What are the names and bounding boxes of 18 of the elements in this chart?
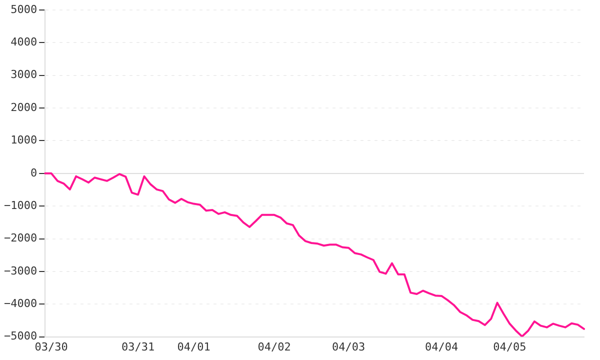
y-tick-label: −3000 (4, 264, 38, 278)
x-tick-label: 03/30 (34, 340, 68, 354)
y-tick-label: 2000 (10, 100, 38, 114)
y-tick-label: 0 (30, 166, 38, 180)
y-tick-label: 3000 (10, 68, 38, 82)
y-tick-label: −5000 (4, 330, 38, 343)
x-tick-label: 04/04 (424, 340, 458, 354)
y-tick-label: 5000 (10, 2, 38, 16)
x-tick-label: 03/31 (121, 340, 155, 354)
x-tick-label: 04/01 (177, 340, 210, 354)
y-tick-label: 4000 (10, 36, 38, 49)
y-tick-label: −2000 (4, 232, 38, 245)
x-tick-label: 04/05 (493, 340, 526, 354)
y-tick-label: 1000 (10, 134, 38, 147)
y-tick-label: −1000 (4, 198, 38, 212)
x-tick-label: 04/03 (332, 340, 366, 354)
x-tick-label: 04/02 (258, 340, 291, 354)
y-tick-label: −4000 (4, 296, 38, 310)
